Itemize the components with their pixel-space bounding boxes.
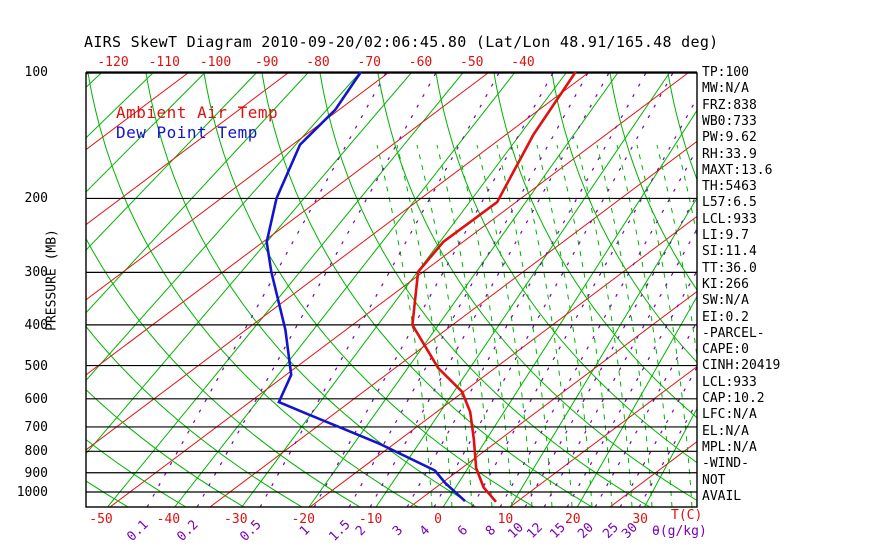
parameter-value: -PARCEL- [702,325,765,341]
top-temp-tick: -90 [255,55,279,70]
top-temp-tick: -60 [408,55,433,70]
parameter-value: EI:0.2 [702,309,749,325]
pressure-tick: 500 [24,358,48,374]
bottom-temp-tick: 20 [564,512,581,527]
bottom-temp-tick: 10 [497,512,514,527]
pressure-tick: 200 [24,191,48,207]
dry-adiabat-curves [86,73,697,507]
pressure-tick: 300 [24,265,48,281]
bottom-temp-tick: -40 [156,512,181,527]
top-temp-tick: -70 [357,55,381,70]
parameter-value: MPL:N/A [702,439,757,455]
parameter-value: SI:11.4 [702,244,757,260]
bottom-temp-tick: 0 [434,512,442,527]
parameter-value: MW:N/A [702,81,749,97]
parameter-value: MAXT:13.6 [702,162,773,178]
pressure-tick: 700 [24,419,48,435]
bottom-temp-tick: -50 [89,512,113,527]
pressure-tick: 600 [24,391,48,407]
parameter-value: -WIND- [702,456,749,472]
parameter-value: FRZ:838 [702,97,757,113]
top-temp-tick: -80 [306,55,330,70]
parameter-value: TT:36.0 [702,260,757,276]
parameter-value: WB0:733 [702,113,757,129]
bottom-temp-tick: -20 [291,512,315,527]
parameter-value: TP:100 [702,65,749,80]
top-temp-tick: -50 [460,55,484,70]
parameter-value: SW:N/A [702,293,749,309]
parameter-value: LCL:933 [702,374,757,390]
bottom-temp-tick: -30 [224,512,248,527]
pressure-gridlines [86,71,697,493]
red-adiabat-gridlines [86,73,697,507]
bottom-temp-tick: 30 [632,512,649,527]
parameter-value: EL:N/A [702,423,749,439]
top-temp-tick: -110 [148,55,180,70]
temp-unit-label: T(C) [671,508,703,523]
ambient-temperature-profile-line [411,71,577,503]
top-temp-tick: -40 [511,55,535,70]
parameter-value: RH:33.9 [702,146,757,162]
pressure-tick: 800 [24,444,48,460]
chart-title: AIRS SkewT Diagram 2010-09-20/02:06:45.8… [84,33,719,51]
dewpoint-profile-line [265,71,466,503]
pressure-tick: 400 [24,317,48,333]
parameter-value: TH:5463 [702,179,757,195]
parameter-value: PW:9.62 [702,130,757,146]
pressure-tick: 900 [24,465,48,481]
top-temp-tick: -100 [199,55,232,70]
plot-frame [85,72,698,508]
pressure-tick: 100 [24,65,48,80]
parameter-value: CAPE:0 [702,342,749,358]
parameter-value: AVAIL [702,488,742,504]
pressure-tick: 1000 [16,485,48,500]
mixing-ratio-unit-label: θ(g/kg) [652,524,707,539]
parameter-value: CAP:10.2 [702,391,765,406]
parameter-value: NOT [702,472,726,488]
parameter-value: LI:9.7 [702,228,749,243]
parameter-value: CINH:20419 [702,358,781,374]
parameter-value: LFC:N/A [702,407,757,423]
parameter-value: L57:6.5 [702,195,757,211]
parameter-value: KI:266 [702,276,749,292]
top-temp-tick: -120 [97,55,129,70]
bottom-temp-tick: -10 [358,512,383,527]
legend-dew-point-temp: Dew Point Temp [116,123,258,142]
parameter-value: LCL:933 [702,211,757,227]
legend-ambient-air-temp: Ambient Air Temp [116,103,279,122]
